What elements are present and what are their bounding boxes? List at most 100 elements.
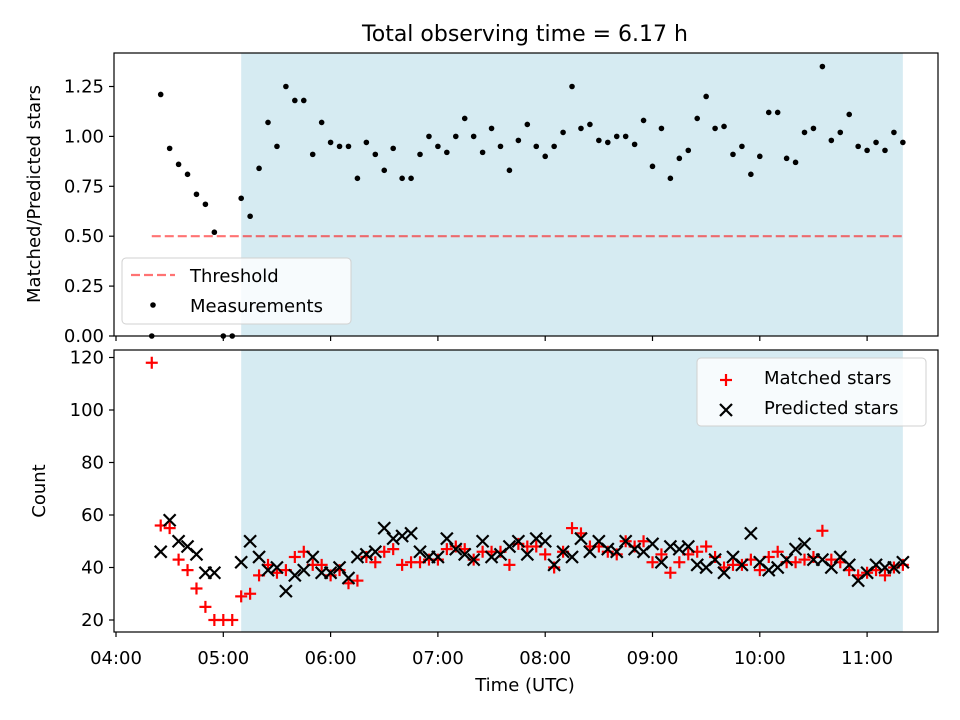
measurement-point — [685, 147, 692, 154]
matched-star-point — [637, 535, 650, 548]
predicted-star-point — [323, 565, 338, 580]
predicted-star-point — [842, 558, 856, 572]
predicted-star-point — [601, 542, 615, 556]
predicted-star-point — [207, 565, 222, 580]
measurement-point — [774, 109, 781, 116]
measurement-point — [578, 125, 584, 132]
measurement-point — [292, 97, 298, 104]
predicted-star-point — [261, 563, 275, 577]
predicted-star-point — [162, 513, 177, 528]
matched-star-point — [226, 614, 239, 626]
measurement-point — [604, 139, 611, 146]
top-legend: Threshold Measurements — [121, 257, 352, 325]
matched-star-point — [700, 540, 713, 553]
measurement-point — [184, 171, 191, 178]
measurement-point — [801, 129, 808, 136]
predicted-star-point — [440, 531, 454, 546]
predicted-star-point — [869, 558, 883, 572]
measurement-point — [748, 171, 754, 178]
top-y-tick-label: 1.25 — [64, 77, 104, 98]
top-panel: 0.00 0.25 0.50 0.75 1.00 1.25 Matched/Predict… — [24, 52, 939, 347]
x-tick-label: 08:00 — [519, 648, 571, 669]
x-axis-label: Time (UTC) — [474, 675, 575, 696]
measurement-point — [211, 229, 218, 236]
measurement-point — [426, 133, 432, 140]
predicted-star-point — [565, 550, 579, 564]
measurement-point — [810, 125, 817, 132]
predicted-star-point — [663, 539, 678, 554]
predicted-star-point — [189, 547, 204, 562]
top-y-axis-label: Matched/Predicted stars — [24, 85, 45, 303]
predicted-star-point — [824, 560, 839, 575]
predicted-star-point — [386, 531, 400, 546]
matched-star-point — [655, 548, 668, 561]
bottom-y-tick-label: 40 — [81, 558, 104, 579]
matched-star-point — [798, 553, 811, 566]
x-tick-label: 06:00 — [305, 648, 357, 669]
measurement-point — [408, 175, 414, 182]
predicted-star-point — [305, 550, 320, 564]
matched-star-point — [396, 558, 409, 571]
predicted-star-point — [449, 542, 463, 556]
measurement-point — [765, 109, 772, 116]
matched-star-point — [387, 543, 400, 556]
matched-star-point — [172, 553, 185, 566]
measurement-point — [891, 129, 897, 136]
measurement-point — [300, 97, 307, 104]
measurement-point — [622, 133, 629, 140]
matched-star-point — [351, 574, 364, 587]
matched-star-point — [539, 548, 552, 561]
predicted-star-point — [457, 547, 472, 562]
predicted-star-point — [529, 531, 544, 546]
x-tick-label: 09:00 — [627, 648, 679, 669]
measurement-point — [551, 143, 557, 150]
measurement-point — [399, 175, 405, 182]
predicted-star-point — [672, 542, 687, 556]
measurement-point — [283, 83, 289, 90]
predicted-star-point — [744, 526, 758, 541]
predicted-star-point — [413, 544, 427, 559]
matched-star-point — [181, 564, 194, 577]
predicted-star-point — [654, 555, 669, 570]
predicted-star-point — [171, 534, 186, 549]
bottom-x-ticks: 04:00 05:00 06:00 07:00 08:00 09:00 10:00 11:00 — [90, 632, 893, 669]
bottom-legend-box — [696, 357, 927, 427]
predicted-star-point — [395, 529, 409, 543]
x-tick-label: 04:00 — [90, 648, 142, 669]
measurement-point — [524, 121, 531, 128]
predicted-star-point — [243, 534, 257, 549]
matched-star-point — [789, 556, 802, 569]
measurement-point — [542, 153, 548, 160]
top-y-tick-label: 1.00 — [64, 126, 104, 147]
legend-predicted-swatch — [719, 403, 733, 417]
measurement-point — [649, 163, 656, 170]
predicted-star-point — [627, 542, 642, 556]
measurement-point — [309, 151, 316, 158]
measurement-point — [238, 195, 244, 202]
top-plot-frame — [113, 52, 939, 337]
matched-star-point — [878, 569, 891, 582]
predicted-star-point — [538, 534, 552, 549]
predicted-star-point — [431, 550, 445, 564]
x-tick-label: 05:00 — [197, 648, 249, 669]
predicted-star-point — [359, 547, 374, 562]
measurement-point — [703, 93, 709, 100]
matched-star-point — [199, 600, 212, 613]
x-tick-label: 10:00 — [734, 648, 786, 669]
top-y-ticks: 0.00 0.25 0.50 0.75 1.00 1.25 — [64, 77, 114, 347]
matched-star-point — [244, 587, 257, 600]
predicted-star-point — [896, 555, 910, 570]
measurement-point — [363, 139, 370, 146]
matched-star-point — [378, 545, 391, 558]
predicted-star-point — [279, 584, 293, 598]
measurement-point — [721, 123, 727, 130]
measurement-point — [613, 133, 620, 140]
predicted-star-point — [761, 563, 776, 577]
predicted-star-point — [717, 565, 731, 580]
predicted-star-point — [270, 560, 284, 575]
x-tick-label: 11:00 — [841, 648, 893, 669]
measurement-point — [274, 143, 280, 150]
bottom-y-axis-label: Count — [29, 464, 50, 517]
measurement-point — [175, 161, 182, 168]
